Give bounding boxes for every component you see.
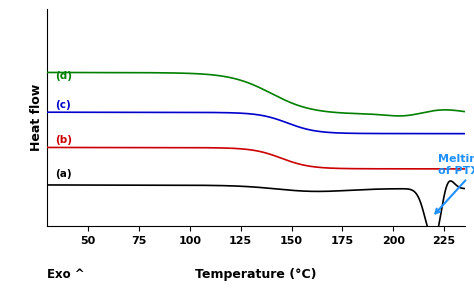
Text: Temperature (°C): Temperature (°C): [195, 268, 317, 281]
Text: (c): (c): [55, 100, 71, 110]
Text: (a): (a): [55, 169, 72, 180]
Text: (d): (d): [55, 71, 73, 81]
Y-axis label: Heat flow: Heat flow: [30, 84, 43, 151]
Text: Exo ^: Exo ^: [47, 268, 85, 281]
Text: (b): (b): [55, 135, 73, 145]
Text: Melting point
of PTX: Melting point of PTX: [436, 154, 474, 213]
